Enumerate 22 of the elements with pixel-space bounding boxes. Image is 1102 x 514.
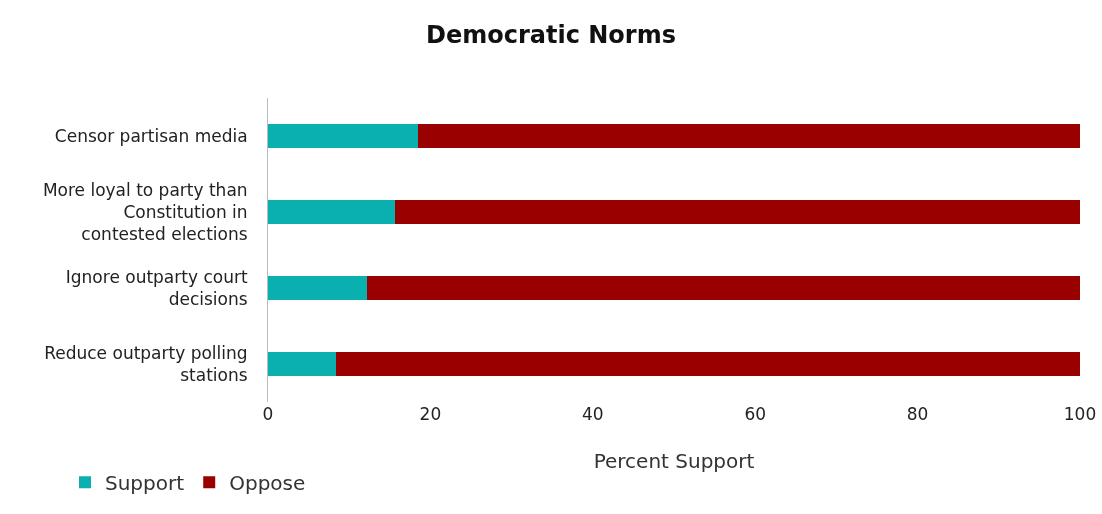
bar (268, 199, 395, 225)
bar (268, 351, 337, 377)
y-tick-label: Ignore outparty court decisions (65, 266, 248, 309)
x-tick-label: 40 (581, 404, 604, 424)
bar (418, 123, 1080, 149)
bar (394, 199, 1080, 225)
y-tick-label: More loyal to party than Constitution in contested elections (42, 179, 248, 245)
legend-label: Oppose (229, 471, 306, 496)
bar (268, 123, 419, 149)
y-tick-label: Censor partisan media (54, 125, 248, 146)
x-tick-label: 80 (906, 404, 929, 424)
legend-label: Support (105, 471, 185, 496)
bar (367, 275, 1080, 301)
x-tick-label: 60 (744, 404, 767, 424)
chart-title: Democratic Norms (426, 20, 676, 49)
bar (268, 275, 368, 301)
x-tick-label: 0 (262, 404, 274, 424)
x-tick-label: 100 (1063, 404, 1097, 424)
y-tick-label: Reduce outparty polling stations (44, 342, 248, 385)
x-axis-title: Percent Support (593, 448, 755, 473)
bar (336, 351, 1080, 377)
x-tick-label: 20 (419, 404, 442, 424)
